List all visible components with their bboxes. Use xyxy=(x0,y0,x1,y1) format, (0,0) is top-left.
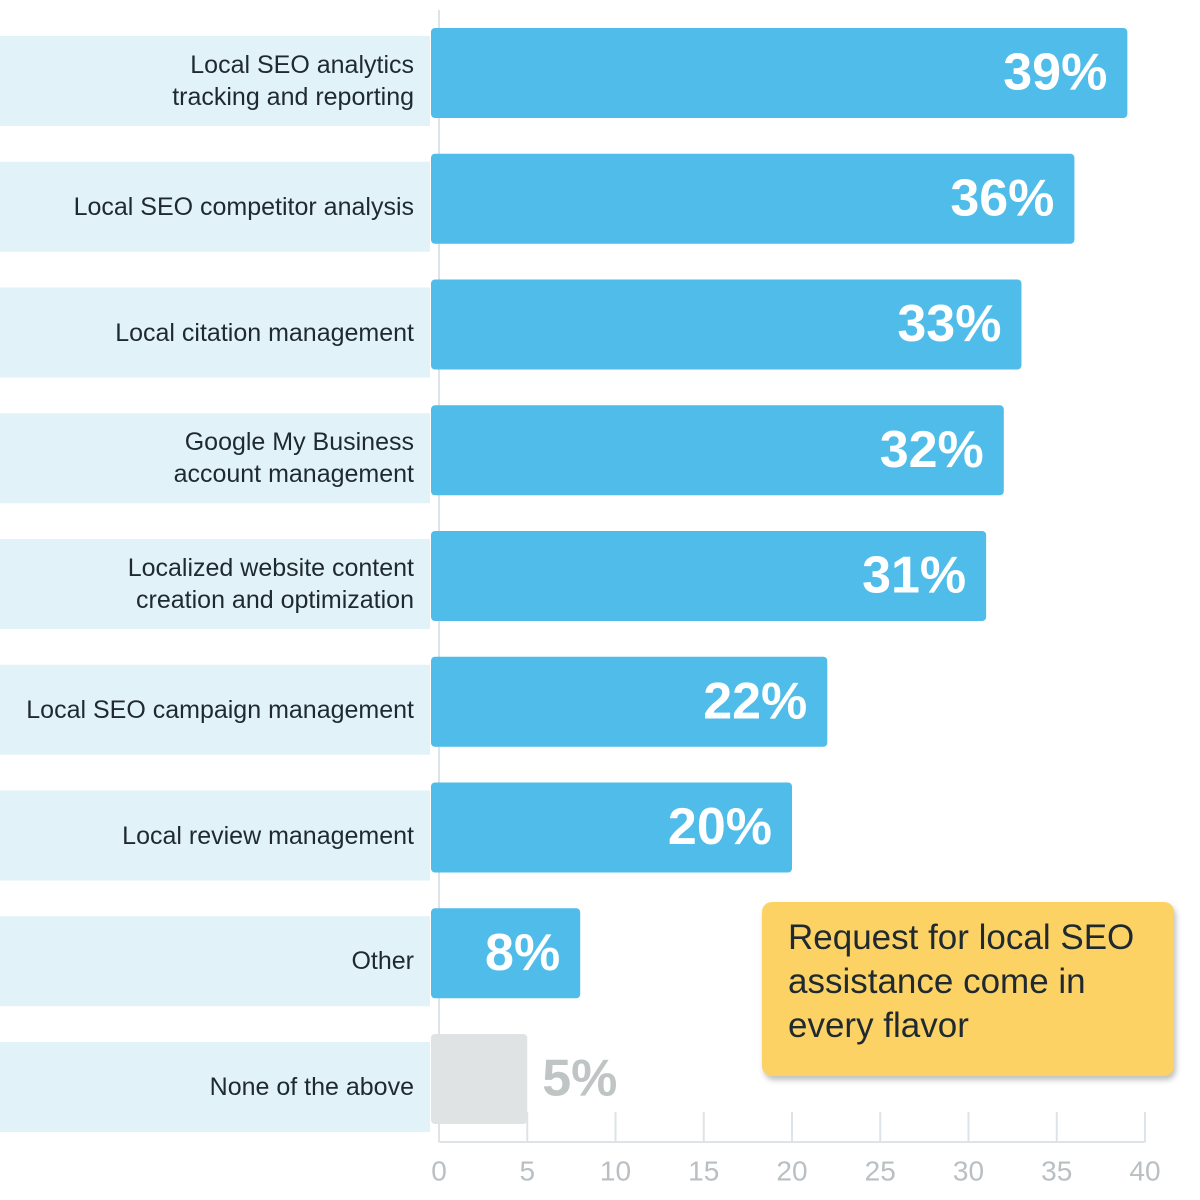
value-label: 36% xyxy=(950,169,1054,227)
row-band xyxy=(0,1042,430,1132)
annotation: Request for local SEO assistance come in… xyxy=(762,902,1174,1076)
category-label: Google My Business account management xyxy=(173,428,414,489)
bar xyxy=(431,656,828,747)
x-tick-label: 5 xyxy=(519,1155,535,1186)
category-label: Other xyxy=(351,947,414,976)
x-tick-label: 40 xyxy=(1129,1155,1160,1186)
bar xyxy=(431,279,1022,370)
x-tick-label: 30 xyxy=(953,1155,984,1186)
row-band xyxy=(0,790,430,881)
category-label: Localized website content creation and o… xyxy=(127,554,414,614)
x-tick-label: 25 xyxy=(865,1155,896,1186)
category-label: None of the above xyxy=(209,1073,414,1101)
x-tick-label: 10 xyxy=(600,1155,631,1186)
row-band xyxy=(0,916,430,1007)
bar xyxy=(431,908,581,999)
x-tick-label: 15 xyxy=(688,1155,719,1186)
row-band xyxy=(0,161,430,252)
value-label: 39% xyxy=(1003,44,1107,102)
category-label: Local SEO competitor analysis xyxy=(73,192,414,221)
bar xyxy=(431,1034,528,1124)
bar xyxy=(431,782,792,873)
row-band xyxy=(0,664,430,755)
bar xyxy=(431,405,1004,496)
category-label: Local citation management xyxy=(115,318,414,347)
row-band xyxy=(0,539,430,629)
value-label: 8% xyxy=(485,924,560,982)
value-label: 5% xyxy=(542,1050,617,1108)
bar xyxy=(431,153,1075,244)
x-tick-label: 20 xyxy=(776,1155,807,1186)
x-tick-label: 35 xyxy=(1041,1155,1072,1186)
category-label: Local SEO analytics tracking and reporti… xyxy=(172,51,414,111)
category-label: Local SEO campaign management xyxy=(26,695,414,724)
value-label: 20% xyxy=(668,798,772,856)
category-label: Local review management xyxy=(122,821,414,850)
value-label: 22% xyxy=(703,672,807,730)
row-band xyxy=(0,413,430,504)
row-band xyxy=(0,287,430,378)
bar xyxy=(431,531,987,621)
value-label: 32% xyxy=(880,421,984,479)
value-label: 33% xyxy=(897,295,1001,353)
row-band xyxy=(0,36,430,126)
value-label: 31% xyxy=(862,547,966,605)
x-tick-label: 0 xyxy=(431,1155,447,1186)
bar xyxy=(431,28,1128,118)
